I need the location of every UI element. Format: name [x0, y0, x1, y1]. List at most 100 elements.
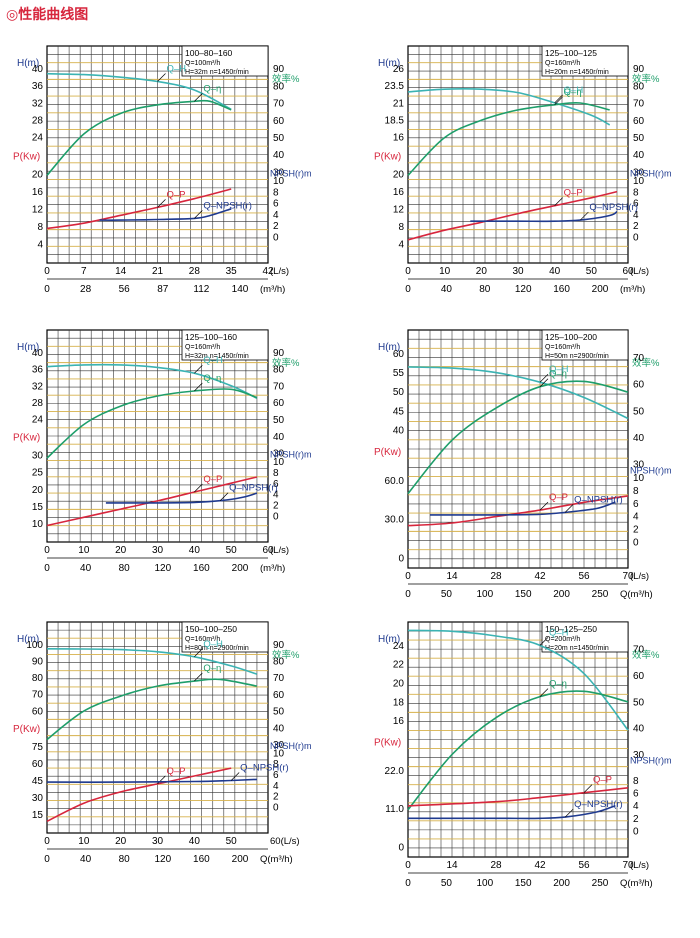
series-leader-line — [194, 210, 203, 219]
series-line-npsh — [408, 804, 616, 820]
npsh-tick-label: 4 — [633, 512, 639, 523]
series-leader-line — [580, 211, 589, 221]
flow-ls-tick-label: 20 — [476, 266, 488, 277]
head-tick-label: 80 — [32, 673, 44, 684]
efficiency-tick-label: 50 — [273, 133, 285, 144]
npsh-axis-label: NPSH(r)m — [630, 169, 672, 179]
series-line-eff — [46, 678, 258, 741]
head-tick-label: 55 — [393, 368, 405, 379]
power-tick-label: 30 — [32, 451, 44, 462]
efficiency-tick-label: 30 — [633, 167, 645, 178]
flow-ls-tick-label: 10 — [78, 836, 90, 847]
head-tick-label: 40 — [32, 64, 44, 75]
power-tick-label: 60 — [32, 759, 44, 770]
head-tick-label: 16 — [393, 716, 405, 727]
series-label: Q–η — [203, 373, 221, 384]
head-axis-label: H(m) — [378, 58, 400, 69]
flow-m3h-tick-label: 40 — [80, 563, 92, 574]
npsh-tick-label: 8 — [273, 187, 279, 198]
series-leader-line — [219, 492, 229, 501]
npsh-axis-label: NPSH(r)m — [270, 169, 312, 179]
efficiency-tick-label: 40 — [633, 150, 645, 161]
npsh-axis-label: NPSH(r)m — [630, 466, 672, 476]
efficiency-tick-label: 30 — [633, 460, 645, 471]
power-axis-label: P(Kw) — [374, 447, 401, 458]
efficiency-axis-label: 效率% — [632, 357, 660, 369]
series-label: Q–P — [593, 775, 612, 786]
npsh-tick-label: 2 — [633, 221, 639, 232]
series-leader-line — [194, 364, 203, 374]
flow-m3h-tick-label: 120 — [154, 563, 171, 574]
series-leader-line — [194, 382, 203, 392]
power-tick-label: 8 — [37, 222, 43, 233]
npsh-tick-label: 0 — [273, 803, 279, 814]
efficiency-axis-label: 效率% — [272, 73, 300, 85]
flow-m3h-axis-label: Q(m³/h) — [620, 589, 653, 600]
head-tick-label: 24 — [32, 133, 44, 144]
page-title: ◎性能曲线图 — [6, 6, 89, 22]
npsh-tick-label: 10 — [633, 473, 645, 484]
npsh-tick-label: 2 — [633, 525, 639, 536]
flow-m3h-tick-label: 200 — [232, 854, 249, 865]
power-axis-label: P(Kw) — [374, 737, 401, 748]
efficiency-axis-label: 效率% — [632, 649, 660, 661]
flow-m3h-tick-label: 80 — [479, 284, 491, 295]
flow-ls-tick-label: 40 — [189, 545, 201, 556]
model-info-line: H=50m n=2900r/min — [545, 353, 609, 360]
head-tick-label: 16 — [393, 133, 405, 144]
series-line-head — [46, 363, 258, 400]
power-tick-label: 20 — [32, 485, 44, 496]
flow-m3h-tick-label: 250 — [592, 589, 609, 600]
head-tick-label: 36 — [32, 81, 44, 92]
head-tick-label: 40 — [32, 348, 44, 359]
head-tick-label: 36 — [32, 365, 44, 376]
flow-ls-tick-label: 42 — [262, 266, 274, 277]
flow-ls-tick-label: 21 — [152, 266, 164, 277]
flow-m3h-tick-label: 80 — [119, 854, 131, 865]
npsh-tick-label: 0 — [633, 827, 639, 838]
efficiency-tick-label: 60 — [273, 690, 285, 701]
flow-ls-tick-label: 30 — [512, 266, 524, 277]
series-label: Q–H — [203, 355, 223, 366]
series-label: Q–NPSH(r) — [203, 200, 252, 211]
efficiency-tick-label: 90 — [633, 64, 645, 75]
flow-m3h-tick-label: 56 — [119, 284, 131, 295]
flow-m3h-tick-label: 160 — [193, 854, 210, 865]
head-tick-label: 40 — [393, 425, 405, 436]
model-info-line: Q=160m³/h — [545, 60, 580, 67]
model-info-line: H=20m n=1450r/min — [545, 69, 609, 76]
npsh-tick-label: 2 — [633, 814, 639, 825]
head-tick-label: 32 — [32, 381, 44, 392]
npsh-tick-label: 8 — [633, 486, 639, 497]
series-line-power — [46, 476, 258, 527]
series-label: Q–H — [167, 63, 187, 74]
flow-m3h-axis-label: Q(m³/h) — [620, 878, 653, 889]
efficiency-tick-label: 60 — [633, 116, 645, 127]
npsh-tick-label: 6 — [633, 499, 639, 510]
head-tick-label: 28 — [32, 116, 44, 127]
series-leader-line — [539, 373, 549, 383]
flow-m3h-tick-label: 100 — [476, 878, 493, 889]
chart-1: 100–80–160 Q=100m³/h H=32m n=1450r/min H(m)… — [13, 45, 312, 295]
flow-ls-tick-label: 30 — [152, 836, 164, 847]
flow-ls-axis-label: (L/s) — [630, 571, 649, 582]
efficiency-tick-label: 30 — [273, 740, 285, 751]
flow-m3h-axis-label: (m³/h) — [620, 284, 645, 295]
flow-ls-tick-label: 70 — [622, 571, 634, 582]
flow-m3h-tick-label: 50 — [441, 878, 453, 889]
flow-ls-tick-label: 0 — [44, 266, 50, 277]
flow-ls-axis-label: (L/s) — [270, 266, 289, 277]
flow-ls-tick-label: 60 — [622, 266, 634, 277]
flow-ls-tick-label: 20 — [115, 545, 127, 556]
efficiency-tick-label: 40 — [273, 150, 285, 161]
power-tick-label: 0 — [398, 554, 404, 565]
npsh-tick-label: 10 — [273, 176, 285, 187]
model-info-line: H=32m n=1450r/min — [185, 353, 249, 360]
model-info-line: 125–100–160 — [185, 332, 237, 342]
flow-m3h-tick-label: 87 — [157, 284, 169, 295]
flow-ls-axis-label: (L/s) — [630, 860, 649, 871]
flow-m3h-tick-label: 120 — [154, 854, 171, 865]
series-leader-line — [554, 94, 563, 104]
flow-ls-tick-label: 0 — [405, 571, 411, 582]
